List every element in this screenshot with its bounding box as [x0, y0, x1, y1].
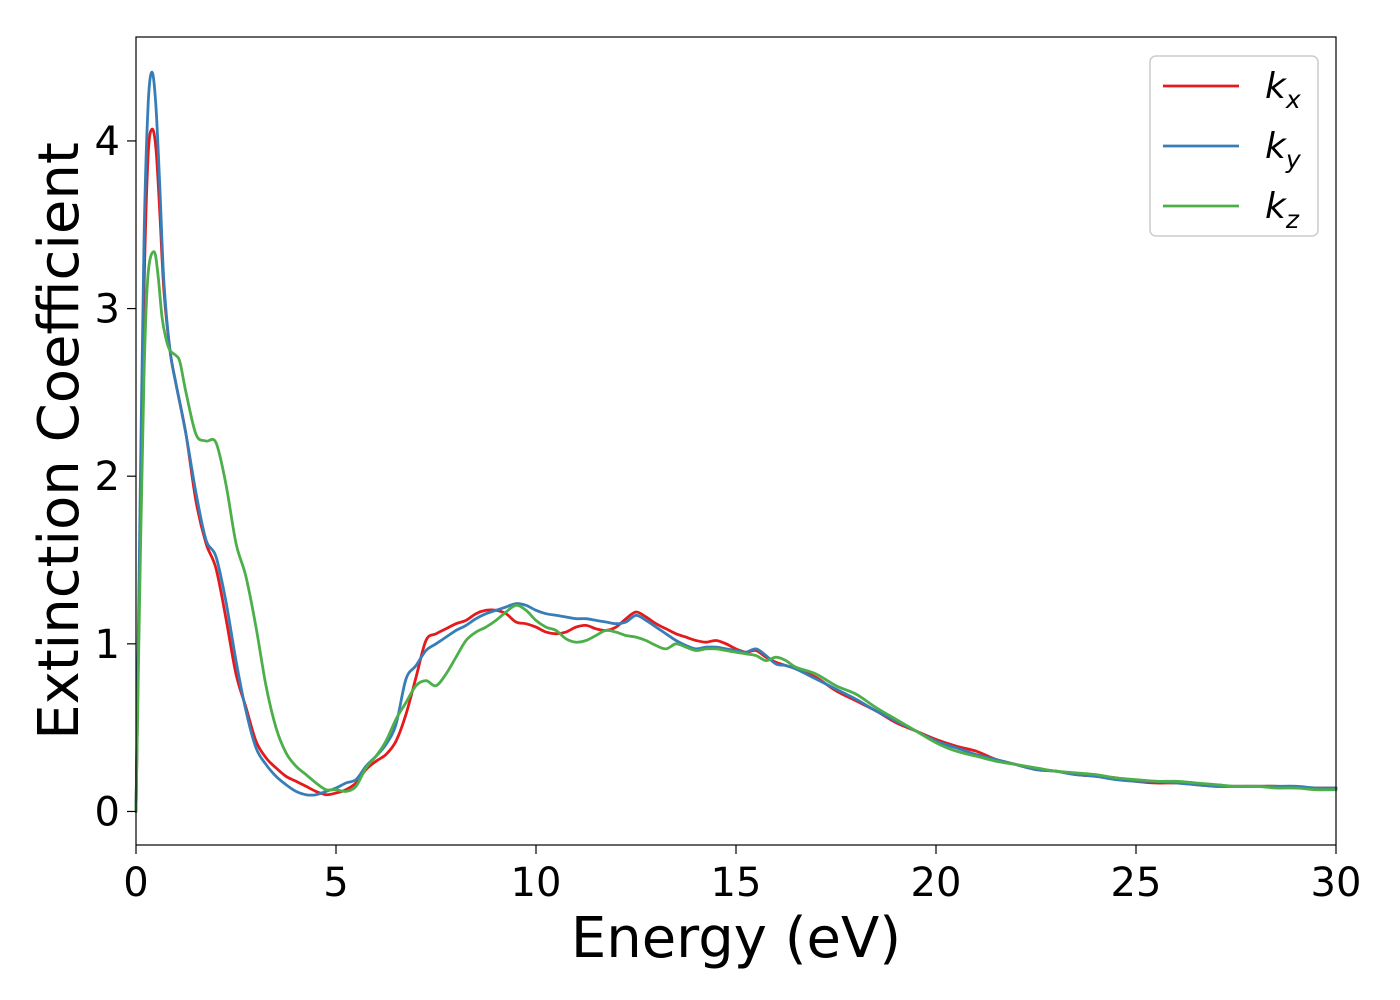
plot-background: [136, 37, 1336, 845]
y-axis-title: Extinction Coefficient: [27, 142, 92, 740]
legend-label-y: ky: [1265, 126, 1302, 174]
y-tick-label: 4: [95, 119, 120, 165]
y-axis: 0 1 2 3 4: [95, 119, 136, 835]
legend-label-subscript: z: [1285, 205, 1300, 234]
y-tick-label: 3: [95, 287, 120, 333]
legend-label-subscript: x: [1285, 85, 1301, 114]
x-tick-label: 15: [711, 860, 762, 906]
x-axis-title: Energy (eV): [571, 906, 901, 971]
y-tick-label: 2: [95, 454, 120, 500]
x-tick-label: 25: [1111, 860, 1162, 906]
series-layer: [134, 70, 1338, 813]
series-line-y: [134, 70, 1338, 813]
x-tick-label: 5: [323, 860, 348, 906]
x-axis: 0 5 10 15 20 25 30: [123, 845, 1361, 906]
x-tick-label: 0: [123, 860, 148, 906]
y-tick-label: 1: [95, 622, 120, 668]
legend-label-z: kz: [1265, 186, 1300, 234]
y-tick-label: 0: [95, 789, 120, 835]
x-tick-label: 20: [911, 860, 962, 906]
legend-label-main: k: [1265, 186, 1288, 227]
series-line-z: [134, 250, 1338, 813]
legend-label-x: kx: [1265, 66, 1301, 114]
legend-label-subscript: y: [1285, 145, 1302, 174]
legend-label-main: k: [1265, 126, 1288, 167]
legend-label-main: k: [1265, 66, 1288, 107]
x-tick-label: 30: [1311, 860, 1362, 906]
x-tick-label: 10: [511, 860, 562, 906]
